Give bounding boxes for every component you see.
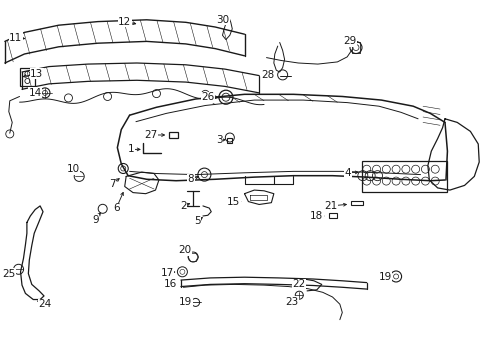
- Bar: [328, 213, 337, 218]
- Text: 27: 27: [143, 130, 157, 140]
- Text: 19: 19: [378, 272, 391, 282]
- Text: 30: 30: [216, 15, 228, 25]
- Bar: [227, 138, 232, 143]
- Text: 25: 25: [2, 269, 16, 279]
- Text: 29: 29: [342, 36, 356, 46]
- Text: 23: 23: [285, 297, 298, 307]
- Bar: [20, 68, 35, 86]
- Text: 28: 28: [261, 70, 274, 80]
- Bar: [361, 161, 447, 192]
- Text: 4: 4: [344, 168, 351, 178]
- Text: 24: 24: [38, 299, 52, 309]
- Text: 14: 14: [28, 88, 42, 98]
- Text: 5: 5: [193, 216, 200, 226]
- Bar: [350, 201, 363, 205]
- Text: 17: 17: [160, 267, 174, 278]
- Bar: [169, 132, 178, 138]
- Text: 11: 11: [9, 33, 22, 43]
- Text: 6: 6: [113, 203, 120, 213]
- Text: 15: 15: [226, 197, 240, 207]
- Text: 13: 13: [30, 69, 43, 79]
- Text: 18: 18: [309, 211, 323, 221]
- Text: 21: 21: [323, 201, 337, 211]
- Text: 8: 8: [187, 174, 194, 184]
- Text: 9: 9: [92, 215, 99, 225]
- Text: 16: 16: [163, 279, 177, 289]
- Text: 10: 10: [67, 164, 80, 174]
- Text: 2: 2: [180, 201, 186, 211]
- Text: 19: 19: [179, 297, 192, 307]
- Text: 26: 26: [201, 92, 214, 102]
- Text: 3: 3: [215, 135, 222, 145]
- Text: 20: 20: [178, 245, 191, 255]
- Text: 1: 1: [127, 144, 134, 154]
- Text: 22: 22: [292, 279, 305, 289]
- Text: 12: 12: [118, 17, 131, 27]
- Text: 7: 7: [109, 179, 116, 189]
